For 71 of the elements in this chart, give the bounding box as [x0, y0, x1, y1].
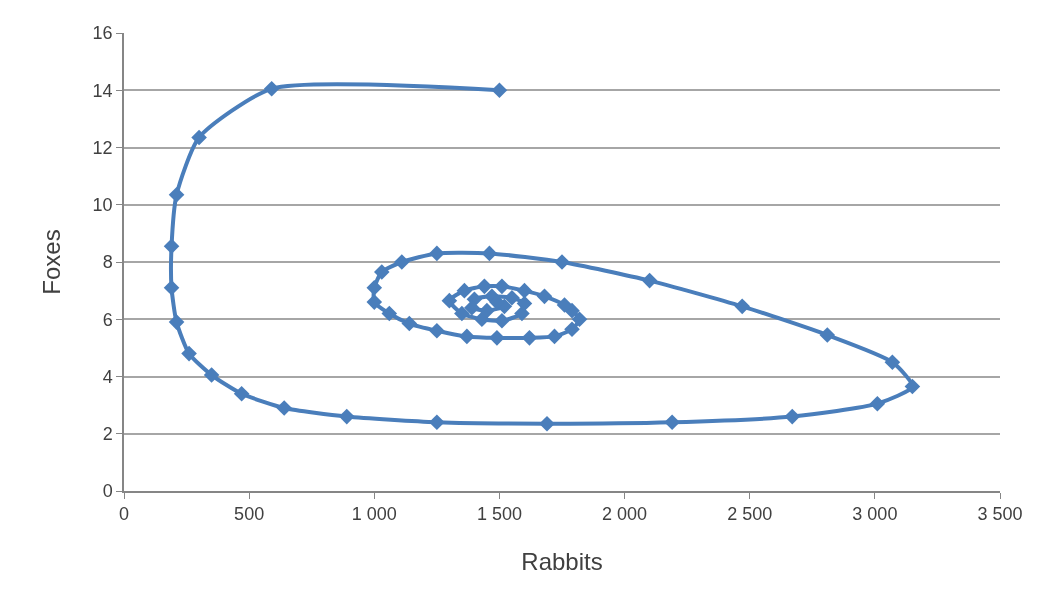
point [181, 345, 197, 362]
point [429, 414, 445, 431]
point [263, 81, 280, 97]
point [734, 298, 751, 315]
point [441, 292, 458, 309]
x-tick-label: 0 [118, 504, 130, 525]
point [163, 238, 180, 255]
point [504, 289, 520, 306]
point [163, 279, 180, 296]
x-tick-label: 500 [234, 504, 265, 525]
point [564, 321, 580, 338]
point [476, 278, 493, 295]
point [429, 322, 445, 339]
y-tick-label: 10 [92, 195, 113, 216]
point [536, 288, 553, 305]
y-tick-label: 2 [102, 424, 113, 445]
point [904, 378, 921, 395]
x-tick-label: 1 000 [351, 504, 397, 525]
point [571, 311, 588, 328]
y-tick-label: 0 [102, 481, 113, 502]
point [516, 282, 533, 299]
point [516, 295, 533, 312]
point [366, 294, 383, 310]
point [168, 186, 185, 203]
x-axis-title: Rabbits [521, 548, 603, 576]
point [514, 305, 530, 322]
point [381, 305, 398, 322]
point [429, 245, 445, 262]
point [276, 400, 292, 416]
point [454, 305, 470, 322]
point [401, 315, 418, 332]
point [521, 330, 538, 346]
point [539, 415, 555, 432]
point [489, 330, 505, 346]
point [464, 300, 480, 316]
point [168, 314, 185, 330]
x-tick-label: 3 000 [852, 504, 898, 525]
point [546, 328, 563, 345]
point [494, 278, 510, 295]
point [338, 408, 355, 425]
x-tick-label: 2 500 [727, 504, 773, 525]
point [479, 302, 495, 319]
point [641, 272, 658, 289]
point [233, 385, 250, 402]
point [459, 328, 475, 345]
point [481, 245, 498, 262]
x-tick-label: 1 500 [476, 504, 522, 525]
point [554, 254, 570, 270]
y-tick-label: 12 [92, 137, 113, 158]
point [664, 414, 680, 431]
point [884, 354, 901, 370]
x-tick-label: 3 500 [977, 504, 1023, 525]
y-tick-label: 6 [102, 309, 113, 330]
y-tick-label: 4 [102, 366, 113, 387]
point [556, 297, 573, 313]
y-tick-label: 8 [102, 252, 113, 273]
point [456, 282, 473, 299]
point [491, 82, 508, 99]
point [394, 254, 410, 270]
x-tick-label: 2 000 [602, 504, 648, 525]
point [494, 312, 510, 329]
y-tick-label: 14 [92, 80, 113, 101]
point [203, 367, 220, 383]
point [819, 327, 836, 343]
point [191, 129, 207, 146]
y-axis-title: Foxes [38, 229, 66, 295]
y-tick-label: 16 [92, 23, 113, 44]
point [366, 279, 383, 296]
point [869, 395, 886, 412]
point [373, 264, 390, 280]
point [784, 408, 801, 425]
